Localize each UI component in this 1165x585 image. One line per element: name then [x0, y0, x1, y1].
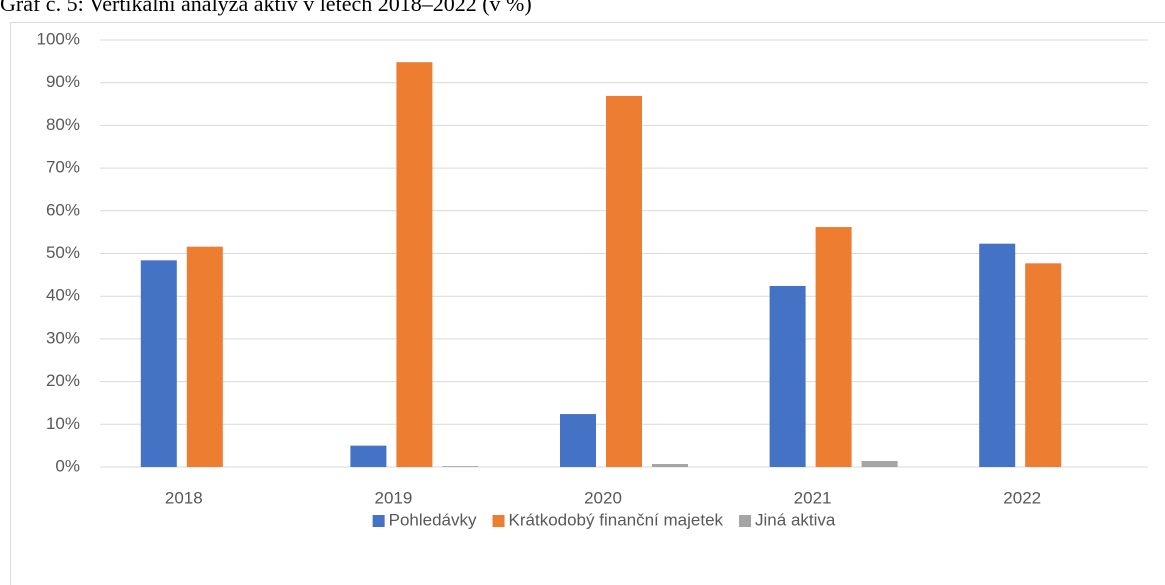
bar [350, 445, 387, 467]
y-tick-label: 40% [46, 286, 80, 305]
y-tick-label: 10% [46, 414, 80, 433]
x-tick-label: 2021 [794, 488, 832, 507]
y-tick-label: 100% [37, 29, 80, 48]
bar [769, 285, 806, 467]
bar [140, 260, 177, 467]
legend-label: Jiná aktiva [755, 510, 836, 529]
y-tick-label: 0% [55, 456, 80, 475]
legend-label: Krátkodobý finanční majetek [509, 510, 724, 529]
bar [815, 227, 852, 467]
x-tick-label: 2018 [165, 488, 203, 507]
y-tick-label: 70% [46, 158, 80, 177]
bar [606, 95, 642, 467]
legend-swatch [372, 515, 385, 527]
legend-swatch [492, 515, 505, 527]
legend-label: Pohledávky [389, 510, 477, 529]
x-tick-label: 2022 [1003, 488, 1041, 507]
y-tick-label: 80% [46, 115, 80, 134]
y-tick-label: 90% [46, 72, 80, 91]
bar [560, 414, 596, 467]
bar [861, 461, 898, 467]
y-tick-label: 30% [46, 328, 80, 347]
y-tick-label: 50% [46, 243, 80, 262]
bar [186, 246, 223, 467]
x-tick-label: 2020 [584, 488, 622, 507]
legend-swatch [739, 515, 752, 527]
bar [979, 243, 1016, 467]
y-tick-label: 20% [46, 371, 80, 390]
y-tick-label: 60% [46, 200, 80, 219]
chart-title: Graf č. 5: Vertikální analýza aktiv v le… [0, 0, 532, 16]
x-tick-label: 2019 [374, 488, 412, 507]
bar [442, 466, 479, 467]
bar [396, 62, 433, 467]
bar [652, 464, 688, 467]
bar [1025, 263, 1062, 467]
